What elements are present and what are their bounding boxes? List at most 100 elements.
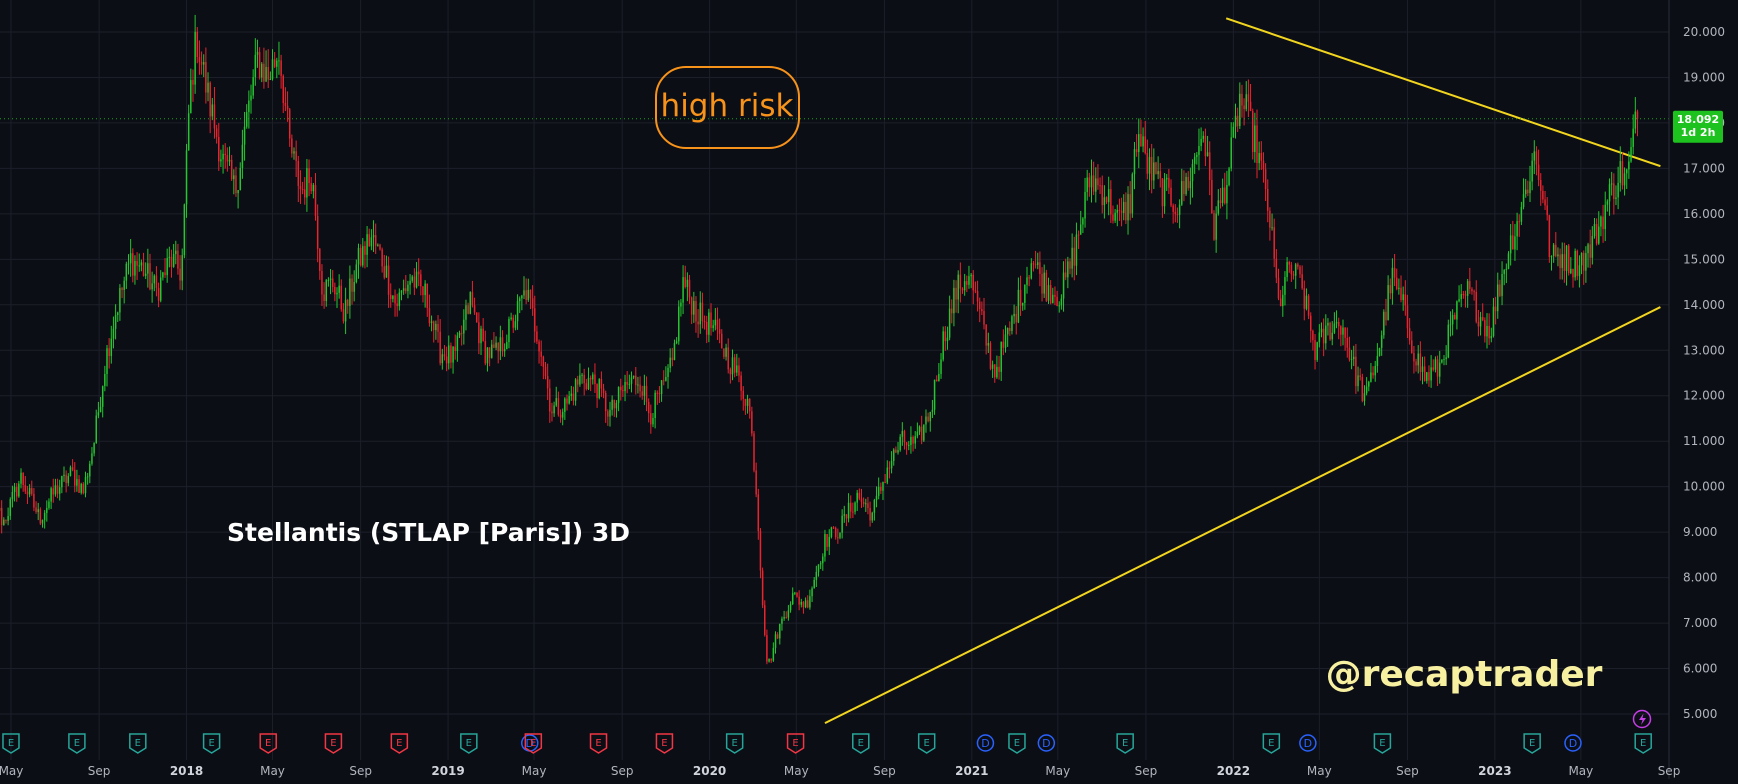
- candle-body: [1084, 192, 1086, 219]
- candle-body: [31, 488, 33, 494]
- candle-body: [983, 311, 985, 325]
- candle-body: [1306, 296, 1308, 309]
- candle-body: [700, 303, 702, 325]
- candle-body: [955, 288, 957, 300]
- candle-body: [1222, 188, 1224, 203]
- candle-body: [727, 348, 729, 370]
- candle-body: [975, 290, 977, 291]
- candle-body: [222, 154, 224, 160]
- candle-body: [216, 128, 218, 137]
- bar-countdown: 1d 2h: [1681, 126, 1716, 139]
- candle-body: [1452, 315, 1454, 324]
- candle-body: [1166, 178, 1168, 180]
- candle-body: [684, 277, 686, 287]
- candle-body: [1177, 214, 1179, 215]
- candle-body: [594, 374, 596, 384]
- candle-body: [422, 286, 424, 295]
- candle-body: [1160, 171, 1162, 178]
- candle-body: [762, 570, 764, 605]
- candle-body: [1465, 294, 1467, 296]
- candle-body: [859, 493, 861, 499]
- candle-body: [781, 619, 783, 624]
- candle-body: [747, 399, 749, 406]
- candle-body: [1516, 221, 1518, 236]
- candle-body: [138, 265, 140, 266]
- candle-body: [394, 295, 396, 303]
- price-tick-label: 9.000: [1683, 525, 1717, 539]
- candle-body: [1226, 185, 1228, 203]
- candle-body: [760, 531, 762, 570]
- candle-body: [912, 437, 914, 444]
- earnings-icon-label: E: [1268, 738, 1274, 749]
- candle-body: [61, 476, 63, 487]
- candle-body: [850, 503, 852, 512]
- time-tick-label: May: [784, 764, 809, 778]
- candle-body: [171, 257, 173, 267]
- candle-body: [356, 264, 358, 282]
- candle-body: [1581, 253, 1583, 265]
- candle-body: [968, 276, 970, 285]
- candle-body: [1396, 278, 1398, 289]
- candle-body: [478, 322, 480, 343]
- candle-body: [1486, 326, 1488, 336]
- candle-body: [111, 339, 113, 356]
- candle-body: [985, 325, 987, 346]
- candle-body: [583, 375, 585, 383]
- time-tick-label: May: [522, 764, 547, 778]
- candle-body: [229, 160, 231, 162]
- candle-body: [123, 281, 125, 290]
- candle-body: [1469, 281, 1471, 289]
- candle-body: [1241, 94, 1243, 106]
- candle-body: [1271, 227, 1273, 228]
- candle-body: [244, 127, 246, 145]
- candle-body: [85, 477, 87, 493]
- candle-body: [785, 617, 787, 618]
- candle-body: [871, 513, 873, 521]
- candle-body: [175, 251, 177, 254]
- candle-body: [925, 417, 927, 425]
- dividend-icon-label: D: [981, 737, 989, 750]
- candle-body: [10, 499, 12, 516]
- candle-body: [1566, 246, 1568, 271]
- candle-body: [1426, 372, 1428, 381]
- candle-body: [973, 275, 975, 291]
- candle-body: [725, 348, 727, 357]
- candle-body: [940, 359, 942, 373]
- candle-body: [1349, 348, 1351, 360]
- candle-body: [861, 499, 863, 502]
- candle-body: [549, 388, 551, 411]
- candle-body: [979, 302, 981, 309]
- candle-body: [620, 387, 622, 390]
- candle-body: [564, 398, 566, 411]
- candle-body: [1512, 235, 1514, 249]
- candle-body: [1172, 205, 1174, 211]
- time-tick-label: Sep: [1658, 764, 1681, 778]
- candle-body: [1405, 294, 1407, 305]
- candle-body: [1585, 253, 1587, 270]
- candle-body: [44, 513, 46, 520]
- candle-body: [179, 269, 181, 281]
- candle-body: [717, 320, 719, 329]
- candle-body: [373, 235, 375, 237]
- candle-body: [1069, 261, 1071, 268]
- candle-body: [414, 277, 416, 288]
- candle-body: [35, 507, 37, 512]
- earnings-icon-label: E: [792, 738, 798, 749]
- candle-body: [1142, 136, 1144, 146]
- candle-body: [1381, 335, 1383, 348]
- watermark-text: @recaptrader: [1326, 654, 1603, 695]
- candle-body: [347, 300, 349, 306]
- candle-body: [242, 145, 244, 168]
- candle-body: [678, 307, 680, 342]
- earnings-icon-label: E: [1122, 738, 1128, 749]
- candle-body: [1005, 334, 1007, 348]
- candle-body: [100, 407, 102, 412]
- candle-body: [16, 487, 18, 496]
- candle-body: [796, 593, 798, 597]
- earnings-icon-label: E: [858, 738, 864, 749]
- last-price-value: 18.092: [1677, 113, 1719, 126]
- candle-body: [970, 275, 972, 276]
- candle-body: [1301, 274, 1303, 288]
